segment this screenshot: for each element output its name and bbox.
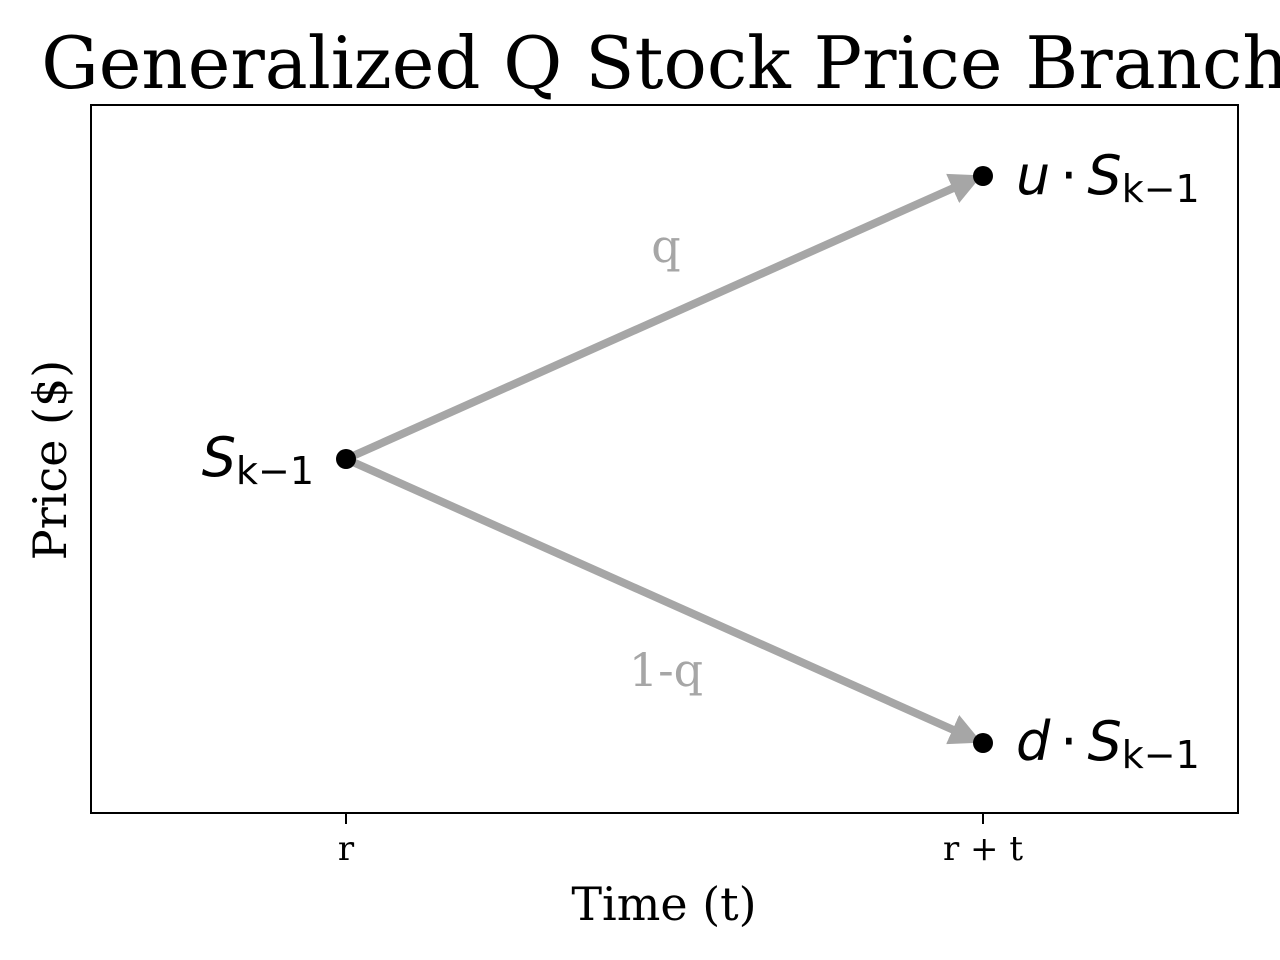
down-node [973, 733, 993, 753]
down-branch-arrow [344, 455, 982, 745]
down-branch-label: 1-q [629, 643, 703, 697]
down-node-prefix: d [1016, 710, 1051, 773]
up-branch-arrow [344, 173, 982, 463]
down-node-base: S [1087, 710, 1121, 773]
up-branch-label: q [651, 219, 680, 273]
up-node-dot: · [1060, 144, 1077, 207]
down-node-dot: · [1060, 710, 1077, 773]
up-node [973, 166, 993, 186]
x-axis-label: Time (t) [571, 877, 756, 931]
start-node [336, 449, 356, 469]
down-node-label: d · Sk−1 [1016, 710, 1200, 777]
down-node-subscript: k−1 [1122, 733, 1200, 777]
chart-title: Generalized Q Stock Price Branch [41, 21, 1280, 105]
x-tick-label-r: r [338, 829, 355, 869]
up-node-label: u · Sk−1 [1016, 144, 1200, 211]
x-tick-label-r-plus-t: r + t [943, 829, 1023, 869]
y-axis-label: Price ($) [23, 360, 77, 560]
up-node-base: S [1087, 144, 1121, 207]
start-node-base: S [202, 426, 236, 489]
up-node-subscript: k−1 [1122, 167, 1200, 211]
start-node-subscript: k−1 [236, 449, 314, 493]
start-node-label: Sk−1 [202, 426, 314, 493]
up-node-prefix: u [1016, 144, 1050, 207]
plot-frame [90, 104, 1239, 814]
